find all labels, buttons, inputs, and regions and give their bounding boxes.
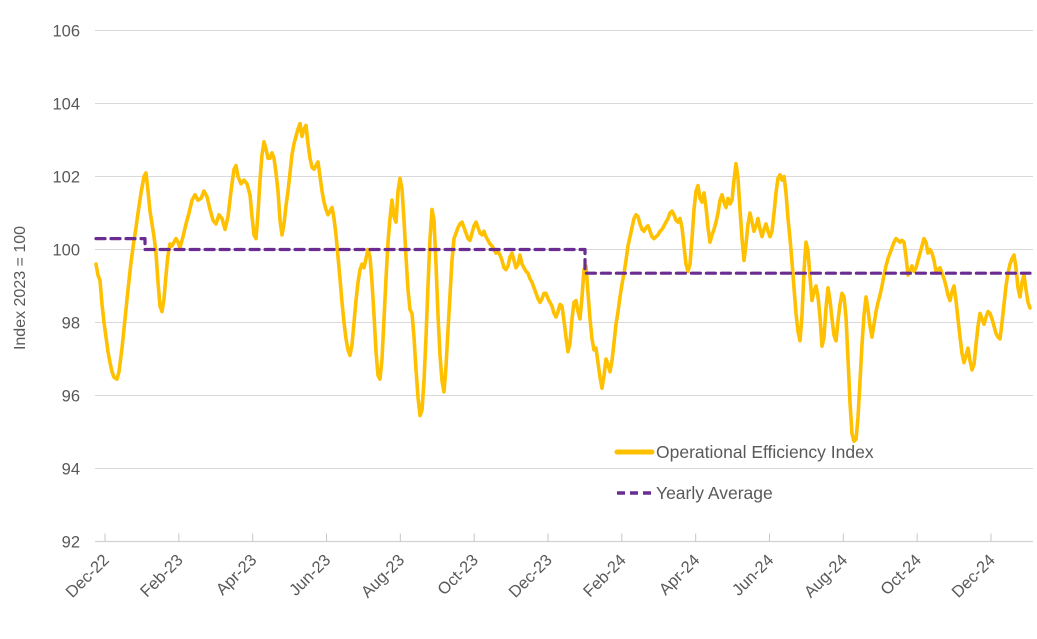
y-tick-label: 102	[52, 169, 80, 187]
x-tick-label: Feb-24	[580, 551, 630, 601]
y-tick-label: 94	[62, 461, 80, 479]
y-tick-labels: 106 104 102 100 98 96 94 92	[52, 23, 80, 552]
x-tick-label: Jun-24	[729, 551, 777, 599]
legend: Operational Efficiency Index Yearly Aver…	[614, 442, 874, 503]
x-tick-label: Oct-23	[434, 551, 482, 599]
legend-label-efficiency: Operational Efficiency Index	[656, 442, 874, 462]
x-tick-label: Feb-23	[137, 551, 187, 601]
legend-label-average: Yearly Average	[656, 483, 773, 503]
x-tick-label: Dec-24	[948, 551, 998, 601]
yearly-average-line	[94, 237, 1032, 275]
axis-ticks	[104, 533, 992, 542]
x-tick-labels: Dec-22 Feb-23 Apr-23 Jun-23 Aug-23 Oct-23 Dec-…	[62, 551, 998, 601]
x-tick-label: Apr-23	[213, 551, 261, 599]
y-tick-label: 104	[52, 96, 80, 114]
x-tick-label: Aug-23	[358, 551, 408, 601]
efficiency-index-line	[94, 121, 1032, 443]
x-tick-label: Dec-22	[62, 551, 112, 601]
x-tick-label: Apr-24	[656, 551, 704, 599]
y-tick-label: 106	[52, 23, 80, 41]
y-axis-title: Index 2023 = 100	[12, 226, 29, 350]
x-tick-label: Oct-24	[877, 551, 925, 599]
x-tick-label: Jun-23	[286, 551, 334, 599]
y-tick-label: 98	[62, 315, 80, 333]
y-tick-label: 96	[62, 388, 80, 406]
gridlines	[95, 30, 1033, 543]
y-tick-label: 100	[52, 242, 80, 260]
x-tick-label: Dec-23	[505, 551, 555, 601]
data-series	[94, 121, 1032, 443]
x-tick-label: Aug-24	[801, 551, 851, 601]
y-tick-label: 92	[62, 534, 80, 552]
